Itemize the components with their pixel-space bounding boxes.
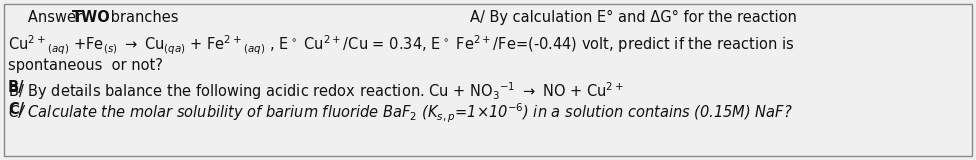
Text: branches: branches [106, 10, 179, 25]
Text: A/ By calculation E° and ΔG° for the reaction: A/ By calculation E° and ΔG° for the rea… [470, 10, 796, 25]
Text: Answer: Answer [14, 10, 87, 25]
Text: Cu$^{2+}$$_{(aq)}$ +Fe$_{(s)}$ $\rightarrow$ Cu$_{(qa)}$ + Fe$^{2+}$$_{(aq)}$ , : Cu$^{2+}$$_{(aq)}$ +Fe$_{(s)}$ $\rightar… [8, 34, 794, 57]
Text: spontaneous  or not?: spontaneous or not? [8, 58, 163, 73]
Text: B/: B/ [8, 80, 24, 95]
Text: TWO: TWO [72, 10, 110, 25]
Text: C/ Calculate the molar solubility of barium fluoride BaF$_2$ (K$_{s,p}$=1$\times: C/ Calculate the molar solubility of bar… [8, 102, 793, 125]
Text: B/ By details balance the following acidic redox reaction. Cu + NO$_3$$^{-1}$ $\: B/ By details balance the following acid… [8, 80, 624, 102]
Text: C/: C/ [8, 102, 24, 117]
